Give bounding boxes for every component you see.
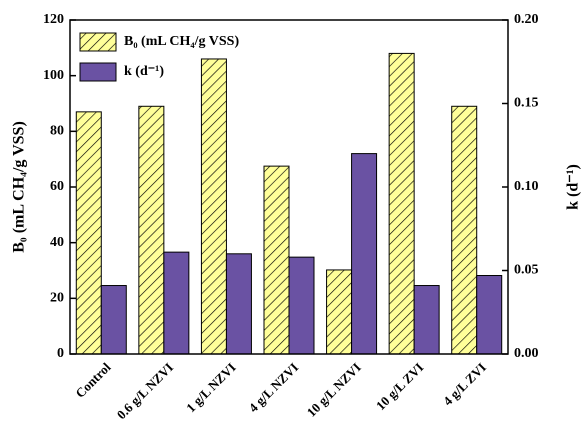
x-tick-label: 0.6 g/L NZVI bbox=[114, 360, 176, 422]
bar bbox=[200, 58, 227, 355]
bar bbox=[225, 253, 252, 355]
y2-tick-label: 0.00 bbox=[514, 346, 539, 361]
x-tick-label: 4 g/L ZVI bbox=[440, 360, 489, 409]
bar bbox=[351, 153, 378, 355]
y2-tick-label: 0.15 bbox=[514, 96, 539, 111]
bar bbox=[75, 111, 102, 355]
y-tick-label: 120 bbox=[43, 12, 64, 27]
x-tick-label: 10 g/L ZVI bbox=[373, 360, 427, 414]
bar bbox=[476, 275, 503, 355]
y-tick-label: 100 bbox=[43, 68, 64, 83]
bar bbox=[413, 285, 440, 355]
bar bbox=[138, 105, 165, 355]
legend-label: B₀ (mL CH₄/g VSS) bbox=[124, 34, 239, 49]
legend-swatch bbox=[79, 62, 117, 82]
x-tick-label: 1 g/L NZVI bbox=[183, 360, 239, 416]
bar bbox=[163, 251, 190, 355]
bar bbox=[388, 52, 415, 355]
bar bbox=[263, 165, 290, 355]
y-axis-label: B₀ (mL CH₄/g VSS) bbox=[11, 121, 28, 253]
legend-label: k (d⁻¹) bbox=[124, 64, 164, 79]
y-tick-label: 20 bbox=[50, 291, 64, 306]
y2-tick-label: 0.20 bbox=[514, 12, 539, 27]
bar bbox=[451, 105, 478, 355]
y2-tick-label: 0.10 bbox=[514, 179, 539, 194]
y2-tick-label: 0.05 bbox=[514, 263, 539, 278]
x-tick-label: Control bbox=[72, 359, 113, 400]
legend-swatch bbox=[79, 32, 117, 52]
y-tick-label: 80 bbox=[50, 124, 64, 139]
x-tick-label: 4 g/L NZVI bbox=[246, 360, 302, 416]
bar bbox=[326, 269, 353, 355]
bar bbox=[100, 285, 127, 355]
y-tick-label: 40 bbox=[50, 235, 64, 250]
bar bbox=[288, 256, 315, 355]
x-tick-label: 10 g/L NZVI bbox=[304, 360, 364, 420]
y-tick-label: 60 bbox=[50, 179, 64, 194]
y-tick-label: 0 bbox=[57, 346, 64, 361]
y2-axis-label: k (d⁻¹) bbox=[565, 164, 582, 210]
